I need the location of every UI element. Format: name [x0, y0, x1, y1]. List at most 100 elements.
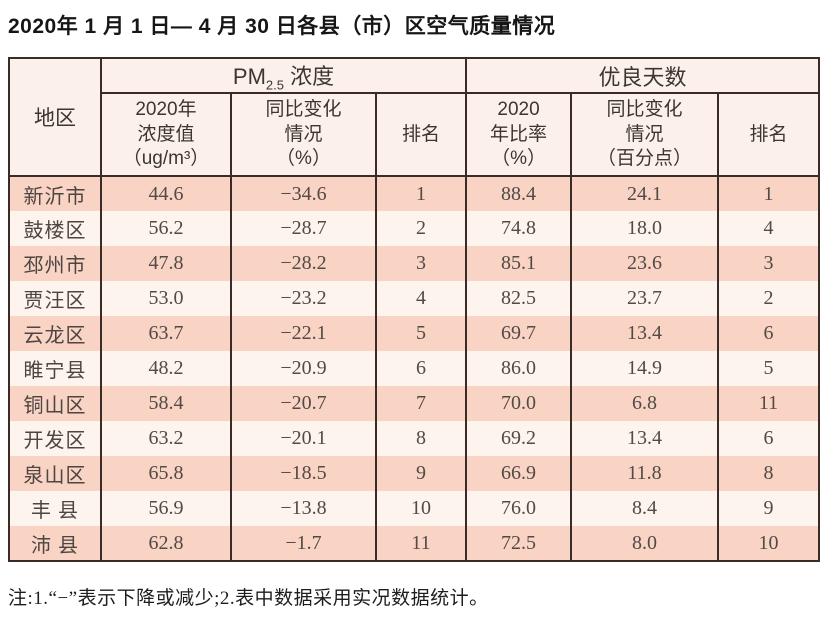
- cell-good-rank: 9: [717, 491, 821, 527]
- cell-good-rank: 5: [717, 351, 821, 387]
- table-row: 睢宁县 48.2 −20.9 6 86.0 14.9 5: [8, 351, 821, 387]
- cell-pm-rank: 5: [374, 316, 468, 352]
- cell-good-rank: 11: [717, 386, 821, 422]
- cell-pm-rank: 11: [374, 526, 468, 563]
- cell-good-change: 24.1: [570, 176, 720, 212]
- cell-pm-value: 63.7: [100, 316, 232, 352]
- cell-good-change: 13.4: [570, 316, 720, 352]
- cell-pm-change: −34.6: [230, 176, 377, 212]
- cell-good-rank: 1: [717, 176, 821, 212]
- cell-region: 睢宁县: [8, 351, 102, 387]
- cell-pm-rank: 7: [374, 386, 468, 422]
- cell-good-ratio: 66.9: [465, 456, 573, 492]
- cell-good-rank: 6: [717, 316, 821, 352]
- cell-pm-rank: 4: [374, 281, 468, 317]
- air-quality-table: 地区 PM2.5 浓度 优良天数 2020年 浓度值 （ug/m³） 同比变化 …: [8, 56, 821, 563]
- header-sub-row: 2020年 浓度值 （ug/m³） 同比变化 情况 （%） 排名 2020 年比…: [9, 92, 821, 178]
- cell-good-rank: 2: [717, 281, 821, 317]
- cell-pm-change: −18.5: [230, 456, 377, 492]
- header-good-change: 同比变化 情况 （百分点）: [570, 92, 720, 178]
- cell-good-ratio: 88.4: [465, 176, 573, 212]
- cell-pm-change: −1.7: [230, 526, 377, 563]
- cell-region: 新沂市: [8, 176, 102, 212]
- cell-pm-value: 58.4: [100, 386, 232, 422]
- cell-region: 鼓楼区: [8, 211, 102, 247]
- cell-pm-value: 53.0: [100, 281, 232, 317]
- cell-region: 贾汪区: [8, 281, 102, 317]
- table-row: 鼓楼区 56.2 −28.7 2 74.8 18.0 4: [8, 211, 821, 247]
- table-row: 新沂市 44.6 −34.6 1 88.4 24.1 1: [8, 176, 821, 212]
- pm25-label-suffix: 浓度: [283, 64, 335, 89]
- cell-pm-rank: 9: [374, 456, 468, 492]
- pm25-label-subscript: 2.5: [265, 77, 284, 93]
- cell-region: 丰 县: [8, 491, 102, 527]
- cell-region: 铜山区: [8, 386, 102, 422]
- cell-good-rank: 4: [717, 211, 821, 247]
- cell-pm-value: 65.8: [100, 456, 232, 492]
- header-pm-change: 同比变化 情况 （%）: [230, 92, 377, 178]
- cell-good-change: 8.0: [570, 526, 720, 563]
- cell-pm-change: −23.2: [230, 281, 377, 317]
- header-pm-value: 2020年 浓度值 （ug/m³）: [100, 92, 232, 178]
- header-pm-rank: 排名: [374, 92, 468, 178]
- cell-region: 云龙区: [8, 316, 102, 352]
- header-good-rank: 排名: [717, 92, 821, 178]
- cell-pm-value: 48.2: [100, 351, 232, 387]
- cell-good-ratio: 85.1: [465, 246, 573, 282]
- table-row: 开发区 63.2 −20.1 8 69.2 13.4 6: [8, 421, 821, 457]
- cell-good-ratio: 86.0: [465, 351, 573, 387]
- cell-pm-change: −28.7: [230, 211, 377, 247]
- cell-good-ratio: 69.7: [465, 316, 573, 352]
- header-pm25-group: PM2.5 浓度: [99, 56, 468, 95]
- table-row: 铜山区 58.4 −20.7 7 70.0 6.8 11: [8, 386, 821, 422]
- cell-region: 沛 县: [8, 526, 102, 563]
- cell-pm-rank: 8: [374, 421, 468, 457]
- cell-pm-rank: 10: [374, 491, 468, 527]
- table-row: 沛 县 62.8 −1.7 11 72.5 8.0 10: [8, 526, 821, 563]
- table-row: 丰 县 56.9 −13.8 10 76.0 8.4 9: [8, 491, 821, 527]
- cell-pm-rank: 1: [374, 176, 468, 212]
- pm25-label-prefix: PM: [232, 64, 266, 89]
- cell-pm-value: 56.9: [100, 491, 232, 527]
- cell-good-ratio: 74.8: [465, 211, 573, 247]
- cell-good-change: 23.6: [570, 246, 720, 282]
- cell-pm-value: 47.8: [100, 246, 232, 282]
- cell-good-change: 18.0: [570, 211, 720, 247]
- cell-good-change: 8.4: [570, 491, 720, 527]
- cell-region: 邳州市: [8, 246, 102, 282]
- cell-region: 泉山区: [8, 456, 102, 492]
- cell-good-change: 13.4: [570, 421, 720, 457]
- table-body: 新沂市 44.6 −34.6 1 88.4 24.1 1 鼓楼区 56.2 −28.7 2 74.8 1…: [8, 176, 821, 563]
- cell-good-change: 23.7: [570, 281, 720, 317]
- cell-pm-rank: 3: [374, 246, 468, 282]
- table-header: 地区 PM2.5 浓度 优良天数 2020年 浓度值 （ug/m³） 同比变化 …: [8, 56, 821, 178]
- cell-pm-value: 56.2: [100, 211, 232, 247]
- table-row: 贾汪区 53.0 −23.2 4 82.5 23.7 2: [8, 281, 821, 317]
- cell-good-rank: 10: [717, 526, 821, 563]
- cell-good-change: 14.9: [570, 351, 720, 387]
- footnote: 注:1.“−”表示下降或减少;2.表中数据采用实况数据统计。: [8, 588, 489, 610]
- cell-pm-change: −20.1: [230, 421, 377, 457]
- cell-pm-value: 62.8: [100, 526, 232, 563]
- cell-pm-rank: 2: [374, 211, 468, 247]
- cell-good-change: 11.8: [570, 456, 720, 492]
- cell-good-rank: 8: [717, 456, 821, 492]
- cell-good-ratio: 70.0: [465, 386, 573, 422]
- cell-pm-value: 63.2: [100, 421, 232, 457]
- cell-pm-rank: 6: [374, 351, 468, 387]
- cell-pm-change: −28.2: [230, 246, 377, 282]
- table-row: 云龙区 63.7 −22.1 5 69.7 13.4 6: [8, 316, 821, 352]
- header-group-row: 地区 PM2.5 浓度 优良天数: [8, 56, 821, 178]
- header-good-days-group: 优良天数: [465, 56, 821, 95]
- cell-pm-change: −13.8: [230, 491, 377, 527]
- cell-pm-value: 44.6: [100, 176, 232, 212]
- header-region: 地区: [8, 56, 102, 178]
- table-row: 泉山区 65.8 −18.5 9 66.9 11.8 8: [8, 456, 821, 492]
- cell-pm-change: −20.9: [230, 351, 377, 387]
- cell-good-change: 6.8: [570, 386, 720, 422]
- cell-pm-change: −22.1: [230, 316, 377, 352]
- page-title: 2020年 1 月 1 日— 4 月 30 日各县（市）区空气质量情况: [8, 15, 556, 38]
- cell-good-ratio: 76.0: [465, 491, 573, 527]
- table-row: 邳州市 47.8 −28.2 3 85.1 23.6 3: [8, 246, 821, 282]
- cell-good-ratio: 69.2: [465, 421, 573, 457]
